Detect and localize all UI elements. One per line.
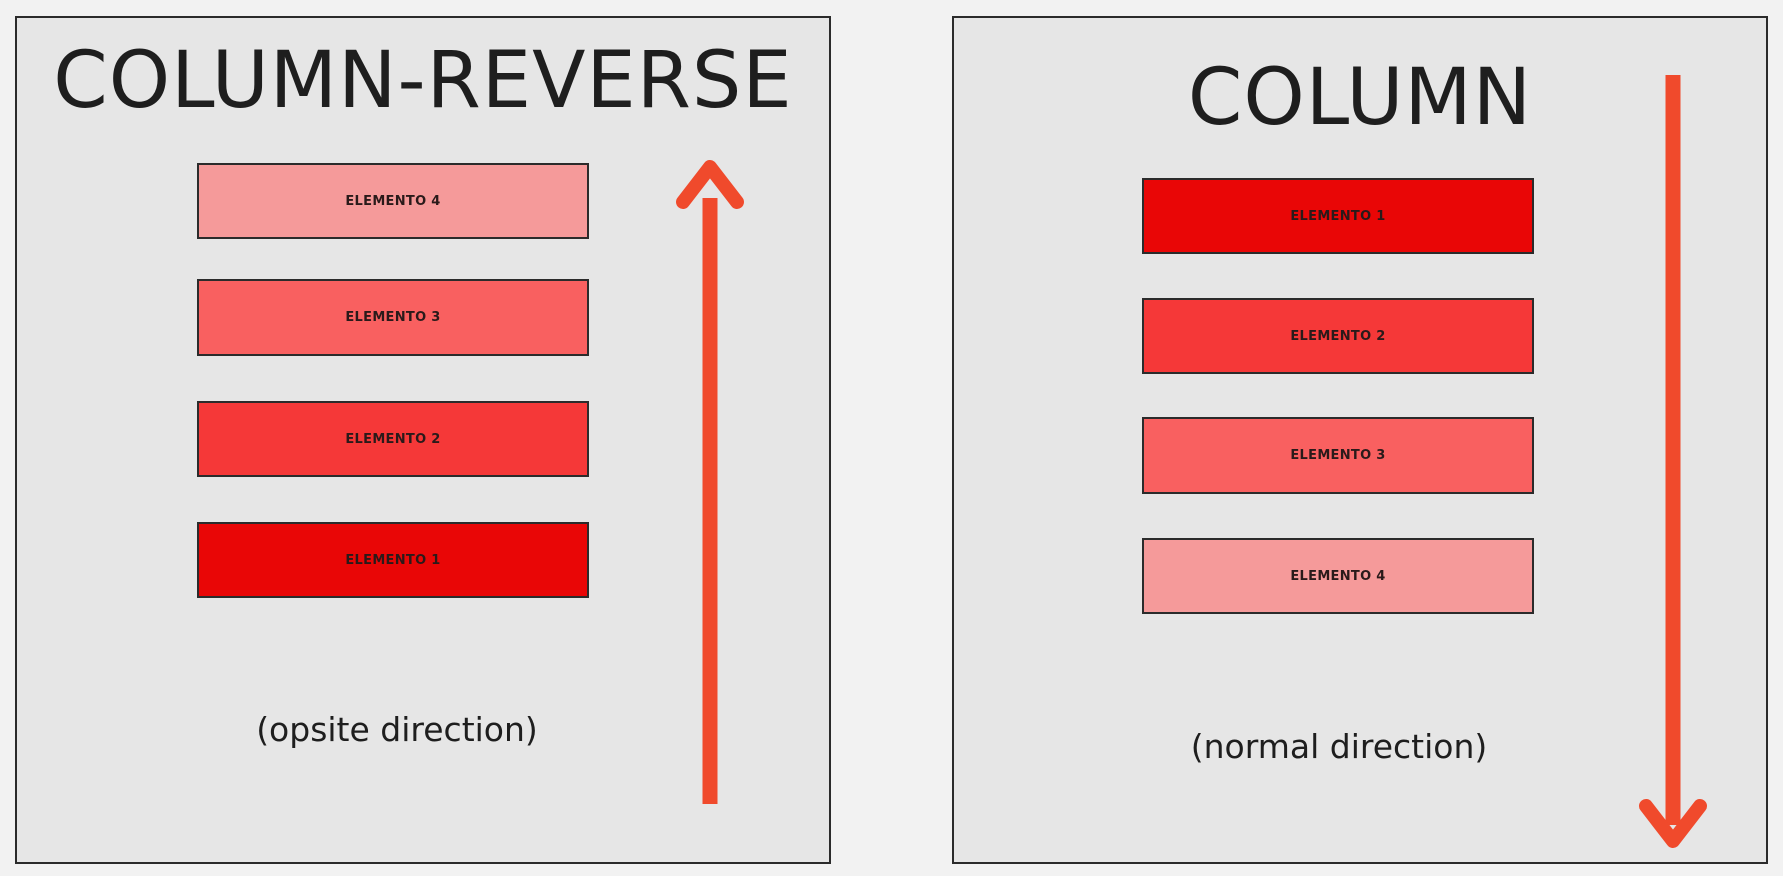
- right-box-4: ELEMENTO 4: [1142, 538, 1534, 614]
- left-panel: COLUMN-REVERSE ELEMENTO 4 ELEMENTO 3 ELE…: [15, 16, 831, 864]
- arrow-up-head: [676, 160, 744, 209]
- left-box-1: ELEMENTO 4: [197, 163, 589, 239]
- left-box-1-label: ELEMENTO 4: [345, 193, 441, 209]
- left-box-3: ELEMENTO 2: [197, 401, 589, 477]
- right-box-4-label: ELEMENTO 4: [1290, 568, 1386, 584]
- right-box-1-label: ELEMENTO 1: [1290, 208, 1386, 224]
- left-panel-title: COLUMN-REVERSE: [53, 36, 793, 126]
- right-panel-title: COLUMN: [1187, 53, 1533, 143]
- left-box-4: ELEMENTO 1: [197, 522, 589, 598]
- arrow-up-icon: [676, 160, 744, 804]
- right-panel: COLUMN ELEMENTO 1 ELEMENTO 2 ELEMENTO 3 …: [952, 16, 1768, 864]
- right-box-3: ELEMENTO 3: [1142, 417, 1534, 494]
- right-box-1: ELEMENTO 1: [1142, 178, 1534, 254]
- right-panel-caption: (normal direction): [1190, 727, 1488, 766]
- left-box-3-label: ELEMENTO 2: [345, 431, 441, 447]
- left-box-2: ELEMENTO 3: [197, 279, 589, 356]
- right-box-2: ELEMENTO 2: [1142, 298, 1534, 374]
- right-box-3-label: ELEMENTO 3: [1290, 448, 1386, 463]
- arrow-down-icon: [1639, 75, 1707, 848]
- left-panel-caption: (opsite direction): [256, 710, 538, 749]
- arrow-down-head: [1639, 799, 1707, 848]
- left-box-4-label: ELEMENTO 1: [345, 552, 441, 568]
- right-box-2-label: ELEMENTO 2: [1290, 328, 1386, 344]
- left-box-2-label: ELEMENTO 3: [345, 310, 441, 325]
